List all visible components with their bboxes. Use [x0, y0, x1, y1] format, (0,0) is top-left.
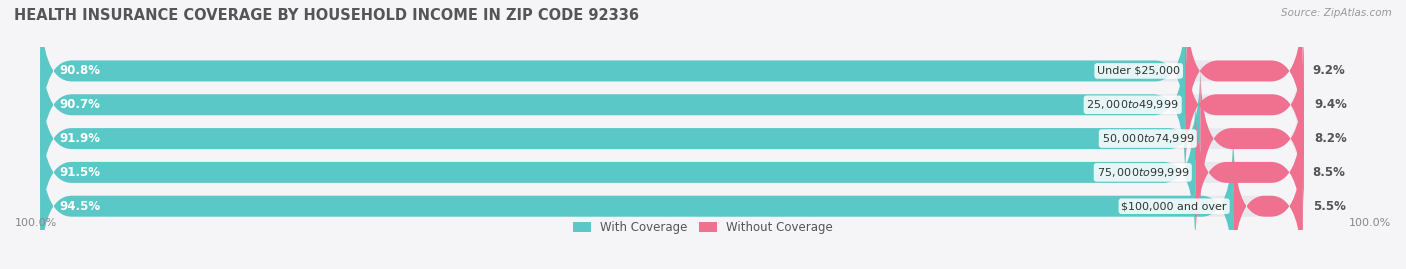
Text: 8.5%: 8.5%: [1313, 166, 1346, 179]
FancyBboxPatch shape: [41, 132, 1233, 269]
Text: 9.4%: 9.4%: [1315, 98, 1347, 111]
FancyBboxPatch shape: [41, 98, 1302, 246]
FancyBboxPatch shape: [41, 65, 1302, 213]
Text: HEALTH INSURANCE COVERAGE BY HOUSEHOLD INCOME IN ZIP CODE 92336: HEALTH INSURANCE COVERAGE BY HOUSEHOLD I…: [14, 8, 640, 23]
Text: 8.2%: 8.2%: [1315, 132, 1347, 145]
FancyBboxPatch shape: [41, 65, 1201, 213]
Text: 90.8%: 90.8%: [59, 65, 100, 77]
Text: 100.0%: 100.0%: [15, 218, 58, 228]
FancyBboxPatch shape: [1187, 0, 1302, 145]
FancyBboxPatch shape: [41, 0, 1302, 145]
FancyBboxPatch shape: [41, 132, 1302, 269]
FancyBboxPatch shape: [1201, 65, 1303, 213]
Text: 5.5%: 5.5%: [1313, 200, 1346, 213]
FancyBboxPatch shape: [41, 0, 1187, 145]
Text: Under $25,000: Under $25,000: [1097, 66, 1180, 76]
FancyBboxPatch shape: [1195, 98, 1302, 246]
Text: $100,000 and over: $100,000 and over: [1122, 201, 1227, 211]
FancyBboxPatch shape: [41, 31, 1302, 179]
Text: $25,000 to $49,999: $25,000 to $49,999: [1087, 98, 1178, 111]
Text: 91.5%: 91.5%: [59, 166, 100, 179]
Text: 90.7%: 90.7%: [59, 98, 100, 111]
FancyBboxPatch shape: [41, 31, 1185, 179]
Text: 9.2%: 9.2%: [1313, 65, 1346, 77]
Text: 91.9%: 91.9%: [59, 132, 100, 145]
Text: $75,000 to $99,999: $75,000 to $99,999: [1097, 166, 1189, 179]
FancyBboxPatch shape: [41, 98, 1195, 246]
FancyBboxPatch shape: [1233, 132, 1302, 269]
Text: 94.5%: 94.5%: [59, 200, 100, 213]
Text: 100.0%: 100.0%: [1348, 218, 1391, 228]
Text: $50,000 to $74,999: $50,000 to $74,999: [1101, 132, 1194, 145]
FancyBboxPatch shape: [1185, 31, 1303, 179]
Text: Source: ZipAtlas.com: Source: ZipAtlas.com: [1281, 8, 1392, 18]
Legend: With Coverage, Without Coverage: With Coverage, Without Coverage: [568, 216, 838, 239]
